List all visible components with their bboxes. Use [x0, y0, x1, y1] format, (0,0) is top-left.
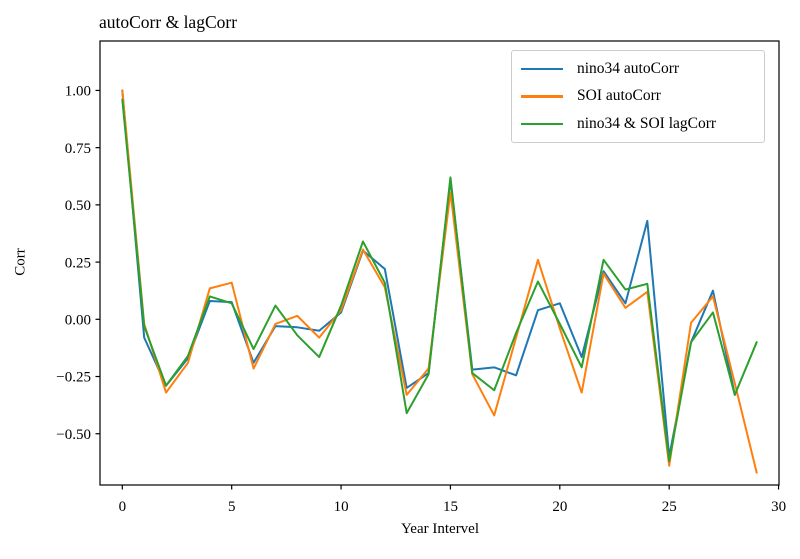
legend-line-swatch-soi-autocorr: [521, 95, 563, 98]
legend-item: SOI autoCorr: [512, 83, 764, 109]
y-tick-label: 0.50: [65, 198, 91, 214]
x-tick-label: 5: [228, 499, 236, 515]
legend-line-swatch-nino34-autocorr: [521, 67, 563, 71]
y-axis-label: Corr: [12, 248, 29, 276]
legend-label: SOI autoCorr: [577, 87, 661, 105]
x-tick-label: 10: [334, 499, 349, 515]
y-tick-label: −0.50: [56, 427, 91, 443]
x-tick-label: 30: [771, 499, 786, 515]
y-tick-label: −0.25: [56, 370, 91, 386]
x-tick-label: 20: [552, 499, 567, 515]
x-axis-label: Year Intervel: [400, 521, 480, 537]
chart-title: autoCorr & lagCorr: [99, 12, 238, 32]
legend-label: nino34 autoCorr: [577, 59, 680, 77]
legend-line-swatch-lagcorr: [521, 122, 563, 126]
y-tick-label: 0.75: [65, 141, 91, 157]
x-tick-label: 25: [662, 499, 677, 515]
series-line-nino34-autocorr: [121, 89, 736, 458]
axes-spines: [99, 40, 780, 486]
y-tick-label: 0.00: [65, 313, 91, 329]
y-tick-label: 0.25: [65, 255, 91, 271]
legend-box: nino34 autoCorr SOI autoCorr nino34 & SO…: [511, 50, 765, 143]
series-line-nino34-soi-lagcorr: [121, 98, 758, 463]
x-tick-label: 15: [443, 499, 458, 515]
legend-label: nino34 & SOI lagCorr: [577, 115, 717, 133]
y-tick-label: 1.00: [65, 84, 91, 100]
x-tick-label: 0: [119, 499, 127, 515]
legend-item: nino34 & SOI lagCorr: [512, 111, 764, 137]
legend-item: nino34 autoCorr: [512, 56, 764, 82]
